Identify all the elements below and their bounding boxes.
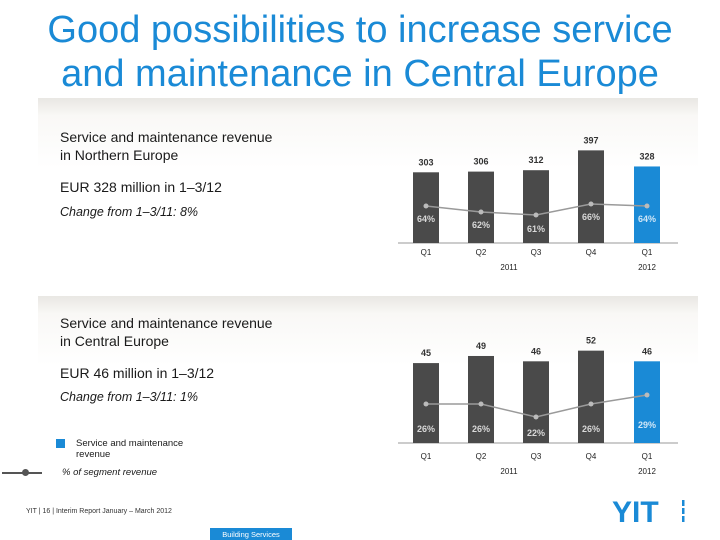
panel-heading-line-2: in Central Europe: [60, 333, 169, 349]
logo-bar: [682, 508, 685, 514]
percent-point: [588, 401, 594, 407]
percent-point: [423, 203, 429, 209]
percent-point: [644, 392, 650, 398]
percent-value-label: 26%: [417, 424, 435, 434]
panel-change: Change from 1–3/11: 8%: [60, 205, 199, 219]
percent-value-label: 66%: [582, 212, 600, 222]
legend-bar-swatch: [56, 439, 65, 448]
percent-value-label: 26%: [582, 424, 600, 434]
bar: [468, 355, 494, 443]
bar-value-label: 306: [473, 157, 488, 167]
bar-value-label: 49: [476, 341, 486, 351]
category-tick-label: Q3: [531, 452, 542, 461]
footer-text: YIT | 16 | Interim Report January – Marc…: [26, 508, 172, 515]
percent-value-label: 61%: [527, 224, 545, 234]
percent-point: [533, 212, 539, 218]
bar: [523, 170, 549, 243]
percent-point: [478, 401, 484, 407]
category-tick-label: Q1: [421, 452, 432, 461]
panel-heading: Service and maintenance revenue in North…: [60, 128, 272, 164]
bar-value-label: 328: [639, 151, 654, 161]
category-tick-label: Q1: [421, 248, 432, 257]
bar-value-label: 397: [583, 135, 598, 145]
percent-value-label: 22%: [527, 428, 545, 438]
category-tick-label: Q4: [586, 452, 597, 461]
year-label: 2011: [500, 263, 518, 272]
year-label: 2011: [500, 467, 518, 476]
panel-amount: EUR 46 million in 1–3/12: [60, 365, 215, 381]
panel-heading-line-2: in Northern Europe: [60, 147, 179, 163]
yit-logo: YIT: [612, 496, 685, 526]
percent-point: [478, 209, 484, 215]
category-tick-label: Q3: [531, 248, 542, 257]
category-tick-label: Q2: [476, 452, 487, 461]
logo-text: YIT: [612, 496, 659, 526]
bar: [468, 171, 494, 243]
bar-value-label: 46: [531, 346, 541, 356]
panel-heading-line-1: Service and maintenance revenue: [60, 129, 273, 145]
percent-point: [533, 414, 539, 420]
percent-value-label: 26%: [472, 424, 490, 434]
percent-value-label: 64%: [417, 214, 435, 224]
percent-value-label: 64%: [638, 214, 656, 224]
bar: [578, 150, 604, 243]
logo-bar: [682, 516, 685, 522]
legend-line-marker: [22, 469, 29, 476]
bar: [578, 350, 604, 443]
percent-point: [588, 201, 594, 207]
logo-bar: [682, 500, 685, 506]
category-tick-label: Q2: [476, 248, 487, 257]
percent-point: [423, 401, 429, 407]
bar-value-label: 45: [421, 348, 431, 358]
bar-value-label: 52: [586, 336, 596, 346]
legend-line-label: % of segment revenue: [62, 467, 158, 478]
percent-value-label: 29%: [638, 420, 656, 430]
category-tick-label: Q1: [642, 452, 653, 461]
panel-amount: EUR 328 million in 1–3/12: [60, 179, 222, 195]
bar: [634, 361, 660, 443]
percent-point: [644, 203, 650, 209]
panel-heading-line-1: Service and maintenance revenue: [60, 315, 273, 331]
bar-value-label: 303: [418, 157, 433, 167]
bar-value-label: 312: [528, 155, 543, 165]
panel-change: Change from 1–3/11: 1%: [60, 390, 199, 404]
bar-value-label: 46: [642, 346, 652, 356]
year-label: 2012: [638, 467, 656, 476]
page-title: Good possibilities to increase service a…: [0, 8, 720, 96]
title-line-1: Good possibilities to increase service: [47, 9, 673, 51]
title-line-2: and maintenance in Central Europe: [61, 53, 659, 95]
division-label: Building Services: [222, 530, 280, 539]
division-tab: Building Services: [210, 528, 292, 540]
category-tick-label: Q4: [586, 248, 597, 257]
category-tick-label: Q1: [642, 248, 653, 257]
percent-value-label: 62%: [472, 220, 490, 230]
panel-heading: Service and maintenance revenue in Centr…: [60, 314, 272, 350]
bar: [523, 361, 549, 443]
year-label: 2012: [638, 263, 656, 272]
legend-bar-label: Service and maintenance revenue: [76, 438, 184, 460]
